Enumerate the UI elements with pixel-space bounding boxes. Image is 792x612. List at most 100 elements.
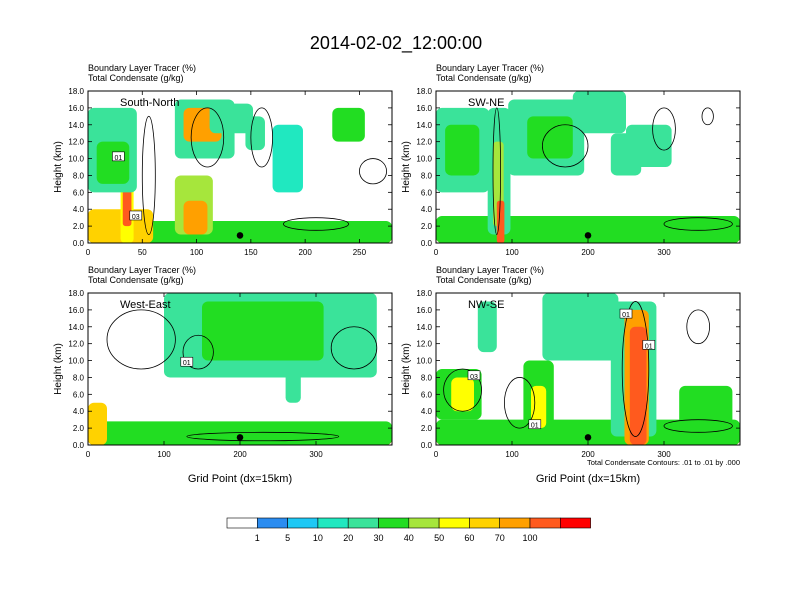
- y-tick-label: 0.0: [421, 239, 433, 248]
- station-marker: [236, 434, 244, 441]
- contour-label-box: [180, 356, 194, 367]
- contour-label-box: [112, 151, 125, 162]
- x-tick-label: 100: [505, 450, 519, 459]
- y-tick-label: 6.0: [73, 390, 85, 399]
- contour-label-box: [129, 210, 143, 221]
- panel-south-north: Boundary Layer Tracer (%)Total Condensat…: [53, 63, 393, 257]
- colorbar-swatch: [378, 517, 410, 529]
- tracer-region: [285, 369, 301, 403]
- colorbar-swatch: [347, 517, 379, 529]
- panel-nw-se: Boundary Layer Tracer (%)Total Condensat…: [401, 265, 741, 485]
- tracer-region: [679, 385, 733, 437]
- condensate-contour: [182, 334, 214, 370]
- colorbar-swatch: [256, 517, 288, 529]
- colorbar-label: 30: [373, 533, 383, 543]
- colorbar-swatch: [529, 517, 561, 529]
- x-tick-label: 200: [581, 450, 595, 459]
- condensate-contour: [330, 326, 378, 370]
- y-tick-label: 10.0: [68, 155, 84, 164]
- condensate-contour: [106, 309, 176, 370]
- condensate-contour: [621, 301, 650, 437]
- panel-subtitle-condensate: Total Condensate (g/kg): [88, 73, 184, 83]
- condensate-contours: [443, 301, 733, 437]
- condensate-contour: [190, 107, 225, 168]
- x-axis-label: Grid Point (dx=15km): [536, 473, 640, 485]
- plot-frame: [87, 90, 393, 244]
- tracer-region: [527, 116, 573, 159]
- x-tick-label: 200: [581, 248, 595, 257]
- contour-label: 01: [622, 312, 630, 319]
- x-tick-label: 100: [190, 248, 204, 257]
- y-tick-label: 14.0: [416, 121, 432, 130]
- colorbar-label: 70: [495, 533, 505, 543]
- y-tick-label: 12.0: [416, 138, 432, 147]
- x-tick-label: 300: [657, 450, 671, 459]
- condensate-contour: [652, 107, 676, 151]
- y-axis-label: Height (km): [53, 141, 64, 193]
- condensate-contour: [141, 115, 156, 235]
- tracer-region: [202, 301, 324, 361]
- y-tick-label: 8.0: [421, 373, 433, 382]
- y-tick-label: 16.0: [416, 306, 432, 315]
- x-tick-label: 300: [657, 248, 671, 257]
- x-tick-label: 200: [298, 248, 312, 257]
- tracer-region: [245, 116, 265, 151]
- tracer-region: [496, 200, 505, 243]
- tracer-region: [272, 124, 303, 193]
- x-tick-label: 150: [244, 248, 258, 257]
- y-tick-label: 8.0: [73, 171, 85, 180]
- tracer-region: [183, 200, 208, 235]
- x-tick-label: 0: [434, 248, 439, 257]
- panel-label: SW-NE: [468, 97, 504, 109]
- tracer-region: [629, 326, 647, 445]
- panel-subtitle-tracer: Boundary Layer Tracer (%): [436, 265, 544, 275]
- y-tick-label: 2.0: [421, 424, 433, 433]
- y-tick-label: 0.0: [73, 441, 85, 450]
- colorbar-swatch: [499, 517, 531, 529]
- colorbar-swatch: [317, 517, 349, 529]
- colorbar-label: 10: [313, 533, 323, 543]
- colorbar-swatch: [287, 517, 319, 529]
- panels: Boundary Layer Tracer (%)Total Condensat…: [53, 63, 741, 485]
- y-tick-label: 18.0: [416, 289, 432, 298]
- tracer-region: [209, 103, 254, 134]
- condensate-contour: [283, 217, 349, 231]
- y-axis-label: Height (km): [401, 343, 412, 395]
- condensate-contours: [492, 107, 733, 235]
- y-tick-label: 4.0: [421, 205, 433, 214]
- y-tick-label: 8.0: [421, 171, 433, 180]
- condensate-contour: [359, 158, 387, 185]
- tracer-region: [436, 215, 740, 243]
- panel-subtitle-condensate: Total Condensate (g/kg): [436, 275, 532, 285]
- tracer-region: [88, 421, 392, 445]
- y-tick-label: 14.0: [416, 323, 432, 332]
- panel-subtitle-tracer: Boundary Layer Tracer (%): [88, 265, 196, 275]
- contour-label-box: [619, 308, 633, 319]
- y-tick-label: 4.0: [73, 407, 85, 416]
- tracer-region: [572, 91, 626, 134]
- tracer-fill: [88, 293, 392, 445]
- panel-subtitle-condensate: Total Condensate (g/kg): [436, 73, 532, 83]
- condensate-contour: [503, 377, 536, 429]
- y-tick-label: 2.0: [73, 424, 85, 433]
- colorbar-label: 60: [464, 533, 474, 543]
- x-tick-label: 0: [86, 450, 91, 459]
- y-tick-label: 18.0: [68, 289, 84, 298]
- colorbar-swatch: [469, 517, 500, 529]
- x-tick-label: 0: [434, 450, 439, 459]
- panel-label: West-East: [120, 299, 171, 311]
- y-tick-label: 16.0: [416, 104, 432, 113]
- contour-label-box: [467, 370, 481, 381]
- tracer-region: [626, 124, 672, 167]
- contour-label: 01: [531, 423, 539, 430]
- tracer-region: [531, 385, 547, 429]
- x-tick-label: 300: [309, 450, 323, 459]
- colorbar-label: 50: [434, 533, 444, 543]
- contour-note: Total Condensate Contours: .01 to .01 by…: [587, 458, 740, 467]
- x-tick-label: 200: [233, 450, 247, 459]
- station-marker: [584, 232, 592, 239]
- y-tick-label: 10.0: [68, 357, 84, 366]
- condensate-contours: [106, 309, 378, 442]
- y-tick-label: 10.0: [416, 155, 432, 164]
- panel-label: NW-SE: [468, 299, 504, 311]
